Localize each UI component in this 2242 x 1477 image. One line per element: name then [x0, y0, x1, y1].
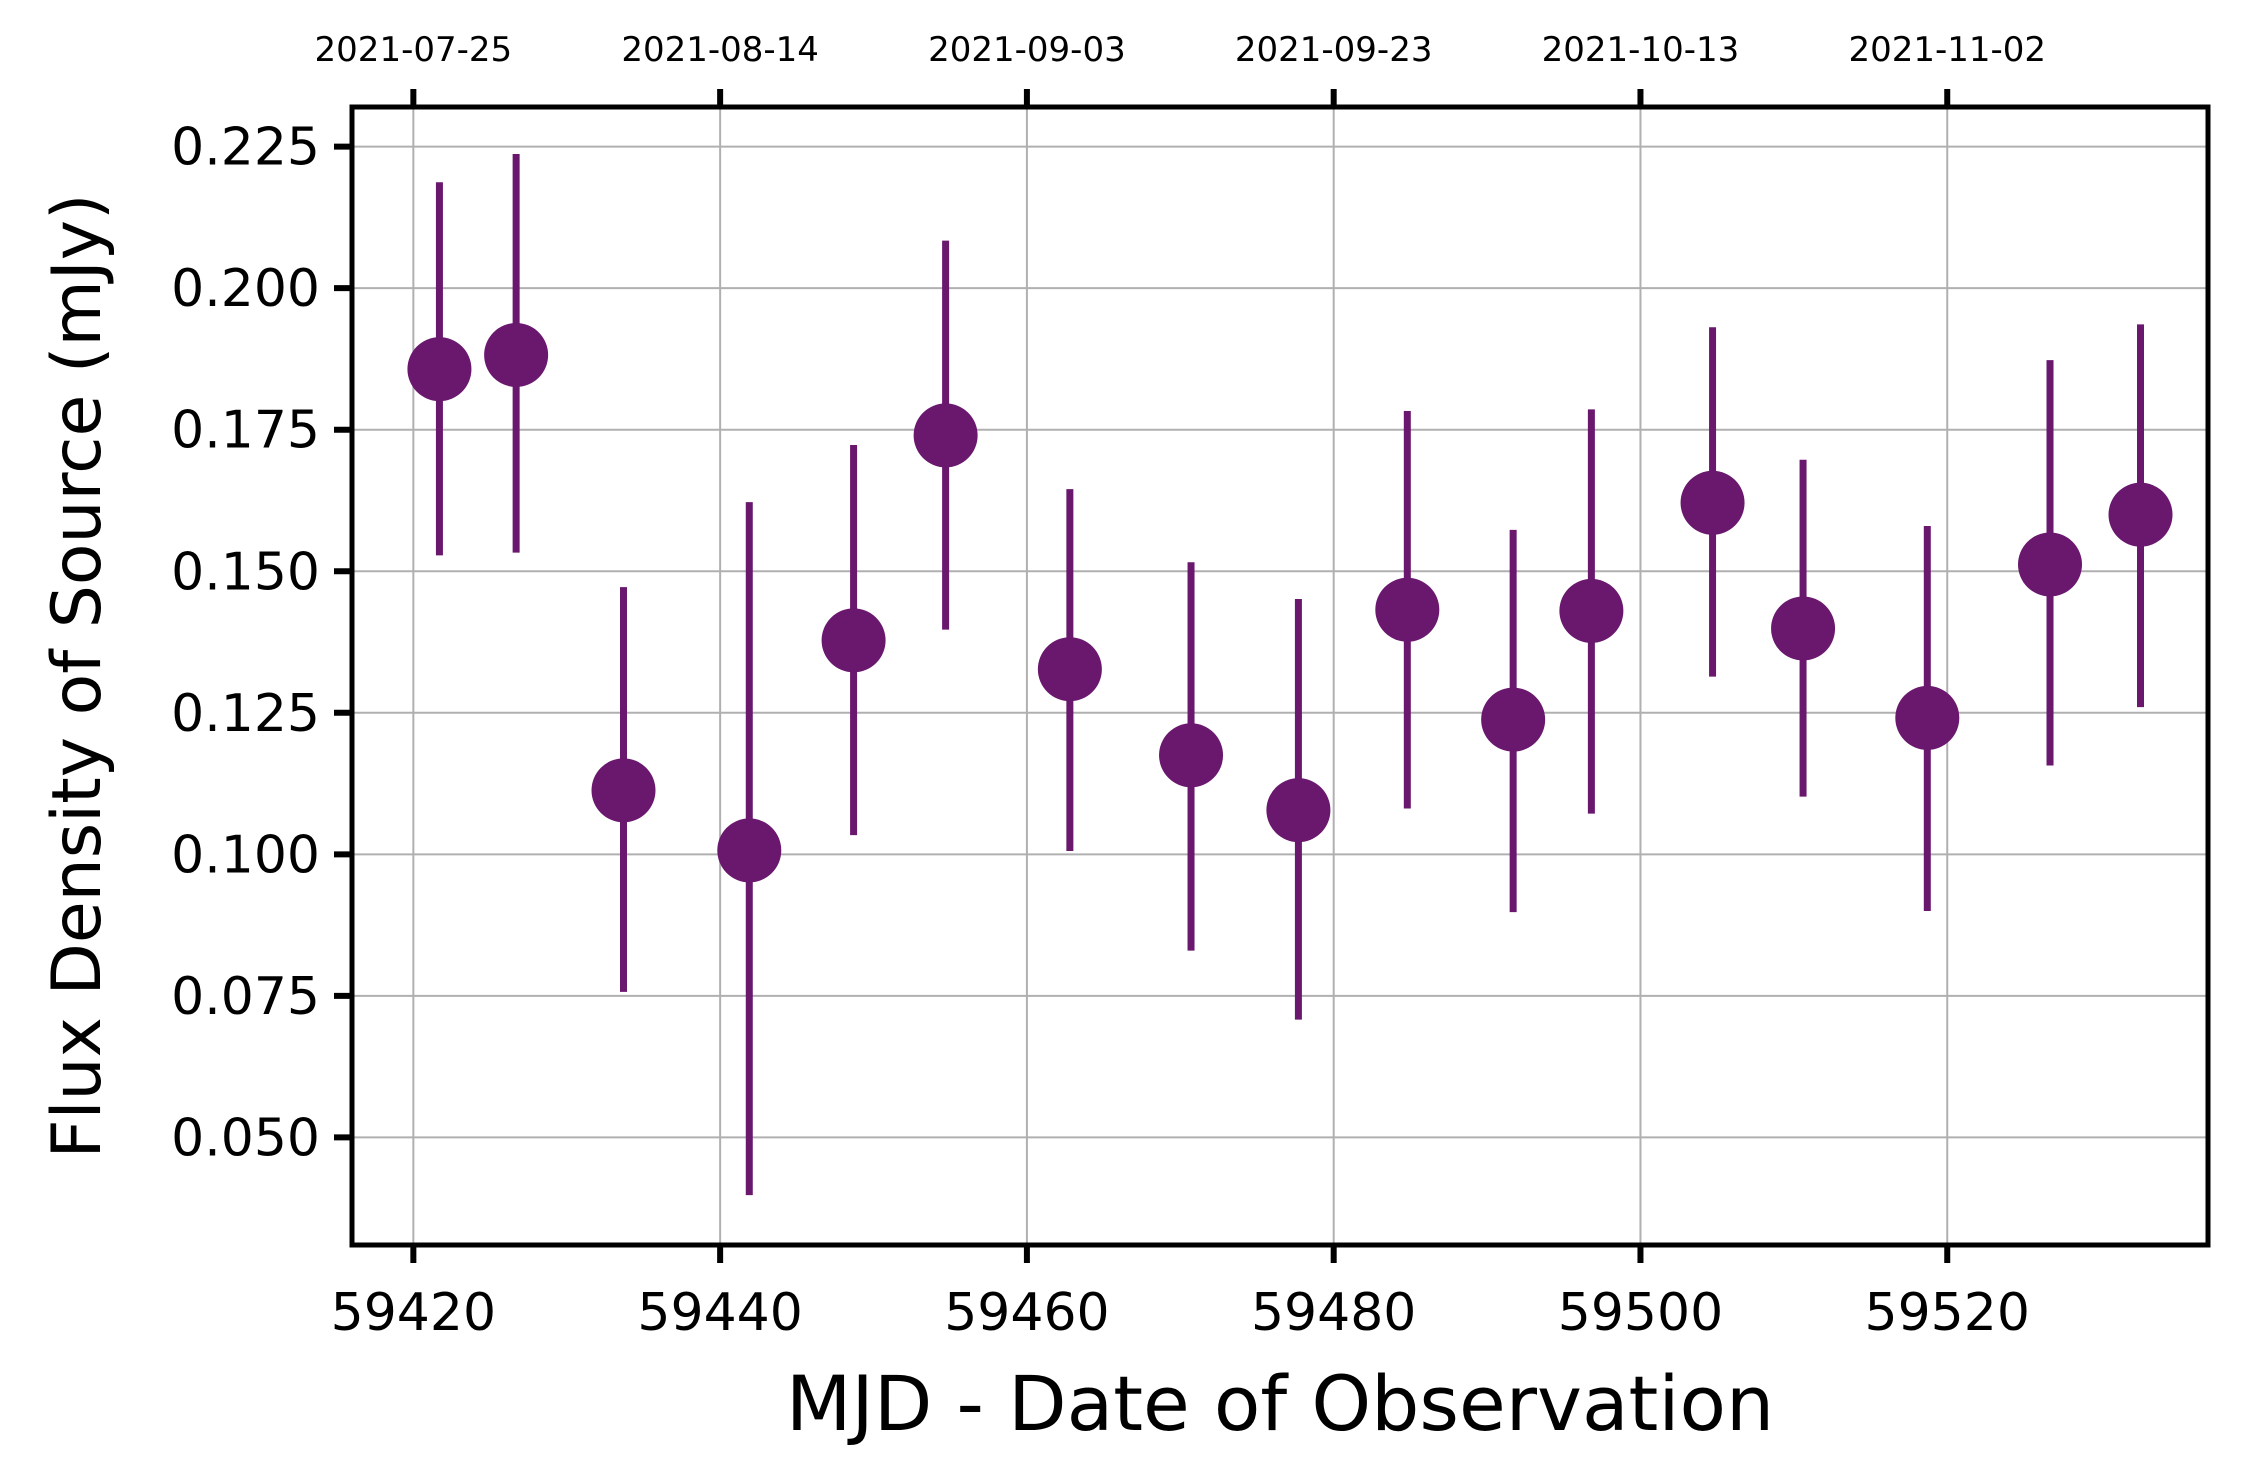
data-points	[407, 322, 2173, 883]
x-tick-label: 59500	[1558, 1283, 1723, 1343]
data-point	[2018, 532, 2083, 597]
y-tick-label: 0.175	[171, 401, 320, 461]
data-point	[407, 337, 472, 402]
data-point	[1481, 687, 1546, 752]
x-tick-label: 59440	[637, 1283, 802, 1343]
data-point	[1771, 596, 1836, 661]
y-axis-ticks: 0.050 0.075 0.100 0.125 0.150 0.175 0.200 0.225	[171, 118, 352, 1168]
top-tick-label: 2021-09-03	[928, 30, 1126, 70]
y-tick-label: 0.100	[171, 825, 320, 885]
y-tick-label: 0.200	[171, 259, 320, 319]
top-tick-label: 2021-11-02	[1848, 30, 2046, 70]
data-point	[821, 608, 886, 673]
x-axis-label: MJD - Date of Observation	[786, 1359, 1774, 1448]
y-tick-label: 0.125	[171, 684, 320, 744]
x-axis-ticks: 59420 59440 59460 59480 59500 59520	[331, 1245, 2030, 1343]
top-tick-label: 2021-07-25	[315, 30, 513, 70]
data-point	[1559, 578, 1624, 643]
data-point	[913, 403, 978, 468]
y-tick-label: 0.150	[171, 542, 320, 602]
top-axis-ticks: 2021-07-25 2021-08-14 2021-09-03 2021-09-23…	[315, 30, 2046, 107]
top-tick-label: 2021-08-14	[621, 30, 819, 70]
data-point	[484, 322, 549, 387]
x-tick-label: 59420	[331, 1283, 496, 1343]
y-tick-label: 0.225	[171, 118, 320, 178]
data-point	[717, 818, 782, 883]
data-point	[1375, 577, 1440, 642]
data-point	[1159, 723, 1224, 788]
data-point	[1895, 685, 1960, 750]
x-tick-label: 59520	[1865, 1283, 2030, 1343]
plot-frame	[349, 104, 2211, 1248]
y-tick-label: 0.075	[171, 967, 320, 1027]
top-tick-label: 2021-09-23	[1235, 30, 1433, 70]
data-point	[591, 758, 656, 823]
data-point	[1680, 470, 1745, 535]
data-point	[1037, 637, 1102, 702]
error-bars	[435, 153, 2145, 1196]
y-axis-label: Flux Density of Source (mJy)	[38, 193, 117, 1158]
data-point	[2108, 482, 2173, 547]
x-tick-label: 59480	[1251, 1283, 1416, 1343]
y-tick-label: 0.050	[171, 1108, 320, 1168]
x-tick-label: 59460	[944, 1283, 1109, 1343]
top-tick-label: 2021-10-13	[1542, 30, 1740, 70]
data-point	[1266, 778, 1331, 843]
